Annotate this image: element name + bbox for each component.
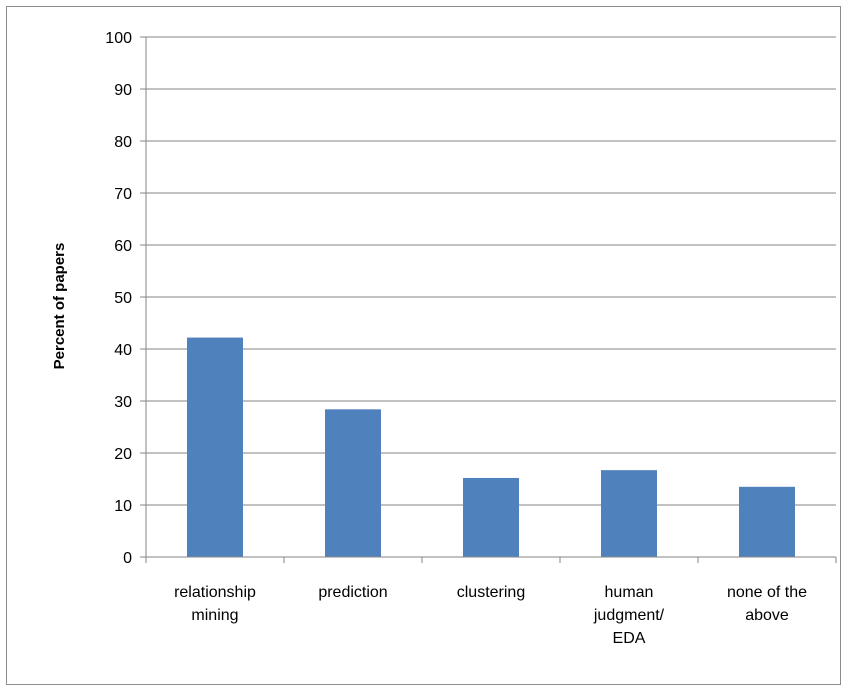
y-tick-label: 90 [114,82,132,99]
x-category-label: prediction [318,584,387,601]
y-tick-label: 0 [123,550,132,567]
y-tick-label: 100 [105,30,132,47]
bar [463,477,519,557]
y-tick-label: 40 [114,342,132,359]
axes [140,36,837,563]
x-category-labels: relationship mining prediction clustering hu… [174,584,807,647]
y-tick-label: 20 [114,446,132,463]
x-category-label: relationship [174,584,256,601]
bar-chart: 0 10 20 30 40 50 60 70 80 90 100 relationship minin… [51,30,837,647]
x-category-label: human [605,584,654,601]
x-category-label: above [745,607,789,624]
bars [187,337,795,557]
bar [601,470,657,557]
x-category-label: clustering [457,584,525,601]
y-tick-label: 50 [114,290,132,307]
bar [187,337,243,557]
y-tick-labels: 0 10 20 30 40 50 60 70 80 90 100 [105,30,132,567]
y-tick-label: 60 [114,238,132,255]
y-tick-label: 10 [114,498,132,515]
chart-area: 0 10 20 30 40 50 60 70 80 90 100 relationship minin… [6,6,841,685]
bar [739,486,795,557]
y-axis-title: Percent of papers [51,243,68,370]
y-tick-label: 30 [114,394,132,411]
y-tick-label: 80 [114,134,132,151]
y-tick-label: 70 [114,186,132,203]
x-category-label: EDA [613,630,646,647]
gridlines [146,36,836,506]
bar [325,409,381,557]
x-category-label: judgment/ [593,607,665,624]
x-category-label: mining [191,607,238,624]
x-category-label: none of the [727,584,807,601]
